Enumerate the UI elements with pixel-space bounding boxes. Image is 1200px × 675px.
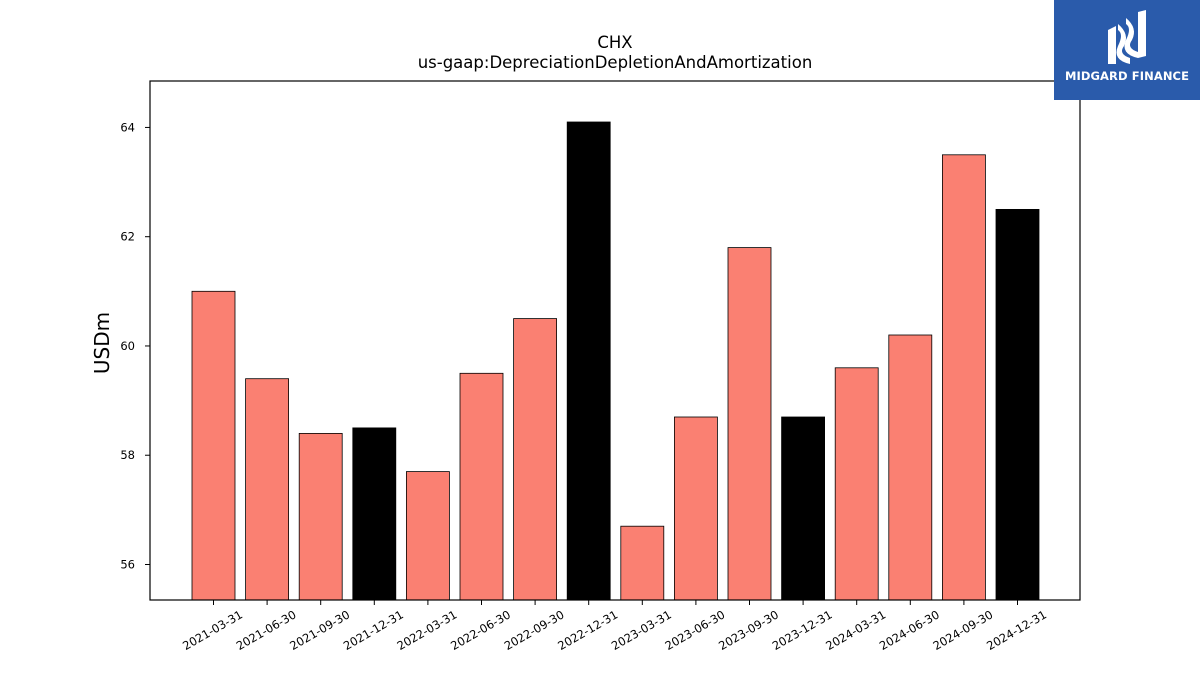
y-tick-label: 56 [120, 557, 135, 571]
x-axis-ticks: 2021-03-312021-06-302021-09-302021-12-31… [180, 600, 1049, 653]
midgard-finance-logo-icon [1108, 10, 1146, 64]
y-tick-label: 62 [120, 230, 135, 244]
bar [888, 334, 933, 601]
bar [298, 432, 343, 601]
plot-frame [149, 80, 1081, 601]
bar [405, 471, 450, 601]
x-tick-label: 2023-06-30 [663, 607, 728, 653]
bar [834, 367, 879, 601]
brand-name: MIDGARD FINANCE [1064, 69, 1190, 83]
chart-subtitle: us-gaap:DepreciationDepletionAndAmortiza… [418, 53, 813, 72]
x-tick-label: 2021-03-31 [180, 607, 245, 653]
x-tick-label: 2022-09-30 [502, 607, 567, 653]
chart-title: CHX [597, 33, 632, 52]
y-axis-label: USDm [90, 312, 114, 374]
x-tick-label: 2024-09-30 [931, 607, 996, 653]
y-tick-label: 60 [120, 339, 135, 353]
bar [674, 416, 718, 601]
y-tick-label: 64 [120, 120, 135, 134]
bar [995, 208, 1040, 601]
bar [513, 318, 557, 601]
bar [620, 525, 665, 601]
bar [191, 290, 236, 601]
x-tick-label: 2024-12-31 [984, 607, 1049, 653]
y-axis-ticks: 56 58 60 62 64 [120, 120, 150, 571]
bar [245, 378, 290, 601]
x-tick-label: 2021-09-30 [287, 607, 352, 653]
x-tick-label: 2021-06-30 [234, 607, 299, 653]
bar [459, 372, 504, 601]
x-tick-label: 2022-06-30 [448, 607, 513, 653]
bar [942, 154, 986, 601]
x-tick-label: 2021-12-31 [341, 607, 406, 653]
bar [727, 247, 772, 601]
bar [352, 427, 397, 601]
brand-logo: MIDGARD FINANCE [1054, 0, 1200, 100]
x-tick-label: 2023-03-31 [609, 607, 674, 653]
x-tick-label: 2024-06-30 [877, 607, 942, 653]
bar-series [191, 121, 1040, 601]
bar [566, 121, 611, 601]
x-tick-label: 2024-03-31 [823, 607, 888, 653]
x-tick-label: 2022-03-31 [395, 607, 460, 653]
x-tick-label: 2022-12-31 [555, 607, 620, 653]
bar [781, 416, 825, 601]
y-tick-label: 58 [120, 448, 135, 462]
x-tick-label: 2023-09-30 [716, 607, 781, 653]
x-tick-label: 2023-12-31 [770, 607, 835, 653]
